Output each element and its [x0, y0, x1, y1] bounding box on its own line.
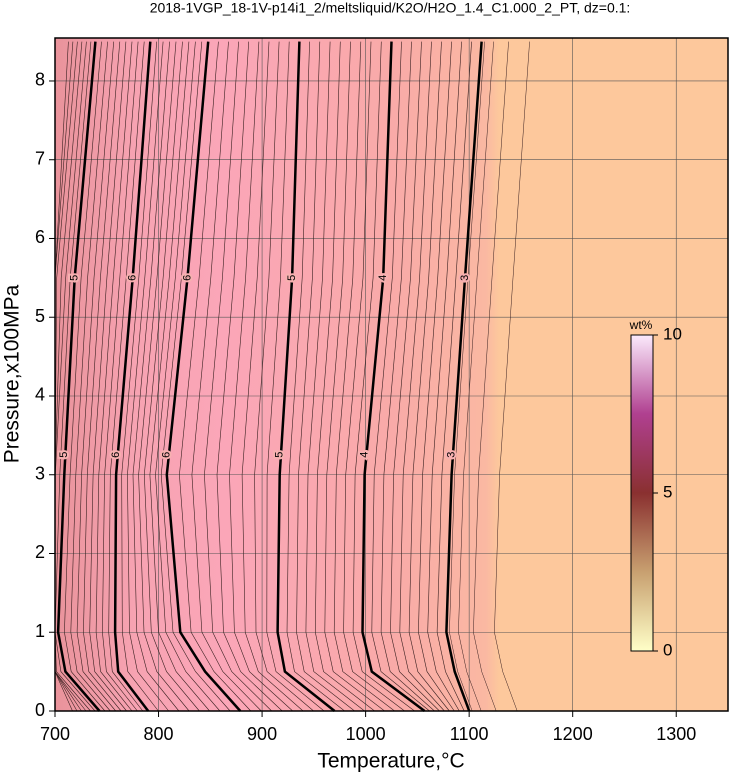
y-tick-label: 1 [35, 621, 45, 641]
minor-contour [138, 41, 190, 712]
contour-label: 6 [127, 275, 139, 281]
contour-label: 6 [181, 275, 193, 281]
minor-contour [352, 41, 415, 712]
contour-label: 5 [286, 275, 298, 281]
minor-contour [266, 41, 325, 712]
y-tick-label: 2 [35, 542, 45, 562]
contour-label: 5 [69, 275, 81, 281]
contour-line [276, 41, 336, 712]
y-tick-label: 0 [35, 700, 45, 720]
minor-contour [380, 41, 435, 712]
minor-contour [95, 41, 133, 712]
minor-contour [204, 41, 272, 712]
x-tick-label: 1000 [346, 724, 386, 744]
y-axis-label: Pressure,x100MPa [1, 284, 24, 463]
minor-contour [149, 41, 210, 712]
minor-contour [408, 41, 450, 712]
minor-contour [324, 41, 385, 712]
y-tick-label: 5 [35, 306, 45, 326]
minor-contour [70, 41, 111, 712]
minor-contour [314, 41, 375, 712]
colorbar [630, 334, 654, 652]
minor-contour [449, 41, 485, 712]
minor-contour [333, 41, 395, 712]
minor-contour [473, 41, 509, 712]
minor-contour [296, 41, 355, 712]
minor-contour [155, 41, 221, 712]
y-tick-label: 6 [35, 227, 45, 247]
x-tick-label: 900 [247, 724, 277, 744]
minor-contour [160, 41, 231, 712]
x-tick-label: 700 [40, 724, 70, 744]
minor-contour [305, 41, 365, 712]
contour-label: 3 [445, 452, 457, 458]
minor-contour [494, 41, 530, 712]
contour-label: 5 [274, 452, 286, 458]
x-axis-label: Temperature,°C [317, 750, 464, 773]
minor-contour [343, 41, 405, 712]
chart-title: 2018-1VGP_18-1V-p14i1_2/meltsliquid/K2O/… [150, 0, 631, 16]
contour-label: 4 [358, 452, 370, 458]
minor-contour [427, 41, 462, 712]
minor-contour [132, 41, 180, 712]
contour-line [165, 41, 242, 712]
minor-contour [436, 41, 472, 712]
minor-contour [64, 41, 106, 712]
minor-contour [371, 41, 430, 712]
minor-contour [254, 41, 314, 712]
minor-contour [179, 41, 252, 712]
x-tick-label: 1200 [553, 724, 593, 744]
contour-label: 5 [58, 452, 70, 458]
contour-label: 4 [377, 275, 389, 281]
minor-contour [241, 41, 304, 712]
minor-contour [286, 41, 345, 712]
minor-contour [216, 41, 283, 712]
minor-contour [143, 41, 200, 712]
minor-contour [121, 41, 159, 712]
minor-contour [76, 41, 116, 712]
contour-line [113, 41, 152, 712]
y-tick-label: 8 [35, 70, 45, 90]
colorbar-tick-label: 5 [663, 482, 672, 501]
x-tick-label: 800 [144, 724, 174, 744]
minor-contour [102, 41, 139, 712]
contour-line [361, 41, 426, 713]
colorbar-tick-label: 0 [663, 640, 672, 659]
minor-contour [229, 41, 293, 712]
contour-label: 6 [110, 452, 122, 458]
minor-contour [54, 41, 96, 712]
minor-contour [458, 41, 494, 712]
minor-contour [418, 41, 455, 712]
minor-contour [191, 41, 262, 712]
minor-contour [89, 41, 127, 712]
colorbar-tick-label: 10 [663, 324, 682, 343]
contour-label: 3 [459, 275, 471, 281]
y-tick-label: 4 [35, 385, 45, 405]
plot-background [55, 38, 728, 711]
minor-contour [390, 41, 440, 712]
contour-line [56, 41, 101, 712]
minor-contour [399, 41, 445, 712]
colorbar-label: wt% [629, 318, 653, 332]
y-tick-label: 7 [35, 148, 45, 168]
minor-contour [83, 41, 122, 712]
y-tick-label: 3 [35, 463, 45, 483]
minor-contour [127, 41, 169, 712]
x-tick-label: 1100 [450, 724, 489, 744]
minor-contour [108, 41, 145, 712]
plot-frame [54, 37, 729, 712]
contour-line [445, 41, 483, 712]
contour-label: 6 [161, 452, 173, 458]
x-tick-label: 1300 [656, 724, 696, 744]
